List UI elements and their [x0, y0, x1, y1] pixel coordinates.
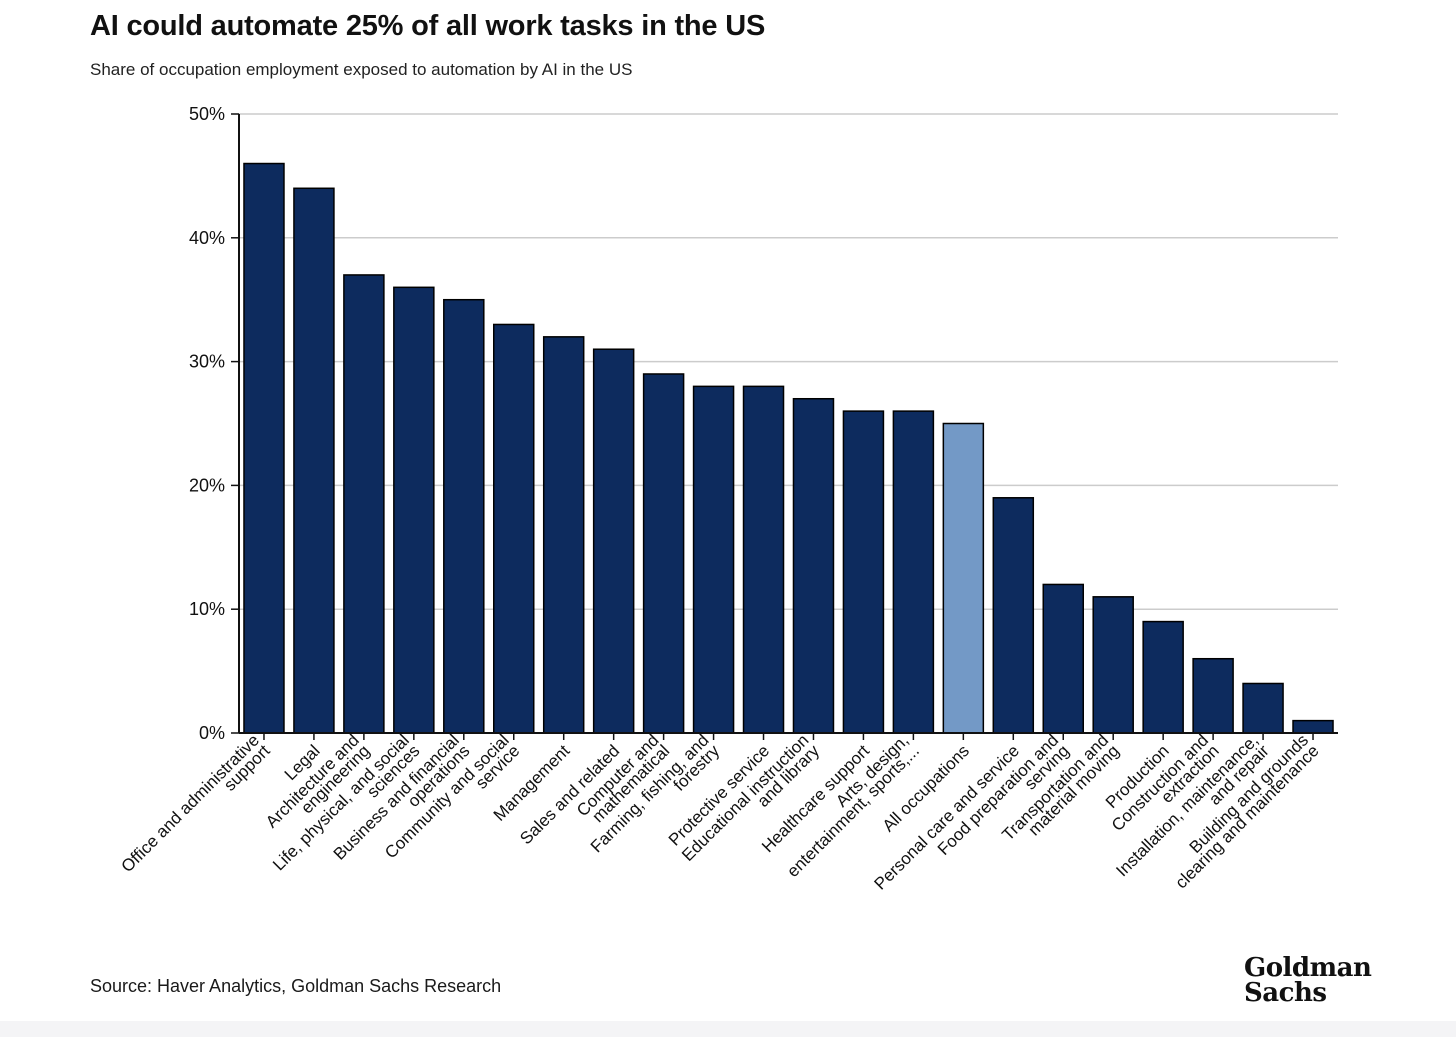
bar: [692, 385, 735, 734]
bar: [493, 323, 535, 734]
footer-strip: [0, 1021, 1456, 1037]
bar: [642, 373, 685, 734]
bar: [742, 385, 785, 734]
bar: [542, 336, 585, 734]
y-tick-label: 40%: [189, 228, 225, 248]
bar: [992, 497, 1035, 734]
bar-chart: 0% 10% 20% 30% 40% 50% Office and administrati…: [118, 104, 1338, 894]
bar: [393, 286, 435, 734]
y-tick-label: 0%: [199, 723, 225, 743]
goldman-sachs-logo: Goldman Sachs: [1244, 953, 1372, 1008]
bar: [842, 410, 885, 734]
bar: [792, 397, 835, 734]
bar: [1092, 596, 1134, 734]
y-tick-label: 50%: [189, 104, 225, 124]
bar: [1242, 682, 1284, 734]
bar: [1192, 657, 1234, 734]
bar: [443, 298, 485, 734]
bar: [293, 187, 335, 734]
chart-subtitle: Share of occupation employment exposed t…: [90, 60, 633, 79]
bar: [592, 348, 635, 734]
bar: [942, 422, 985, 734]
bar: [243, 162, 285, 734]
y-tick-label: 20%: [189, 475, 225, 495]
source-note: Source: Haver Analytics, Goldman Sachs R…: [90, 976, 502, 996]
bar: [892, 410, 935, 734]
logo-line-2: Sachs: [1244, 978, 1327, 1008]
x-tick-label-line: Office and administrative: [118, 731, 264, 877]
logo-line-1: Goldman: [1244, 953, 1372, 983]
bar: [1042, 583, 1084, 734]
x-tick-label: Office and administrativesupport: [118, 730, 274, 886]
bar: [343, 274, 385, 734]
y-tick-label: 10%: [189, 599, 225, 619]
y-tick-label: 30%: [189, 352, 225, 372]
bar: [1142, 620, 1184, 734]
chart-title: AI could automate 25% of all work tasks …: [90, 10, 766, 42]
